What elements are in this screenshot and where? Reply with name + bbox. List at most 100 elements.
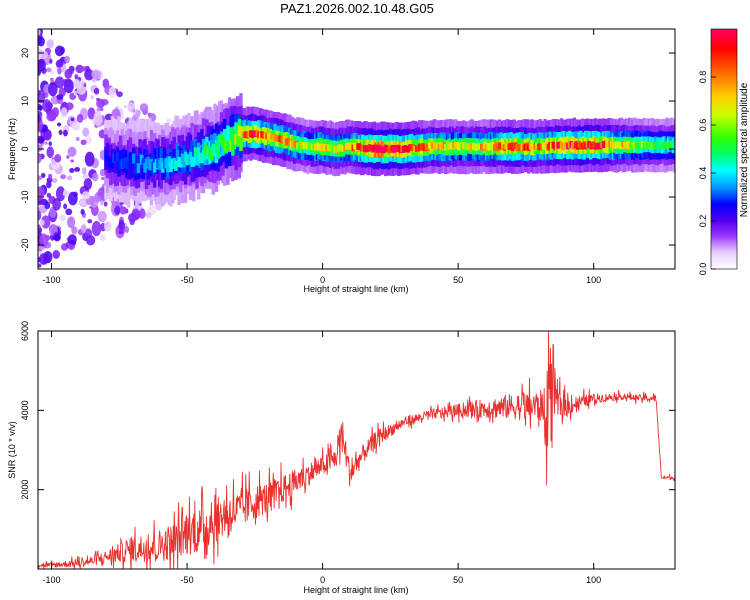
x-tick-label: -50 <box>181 575 194 585</box>
spectrogram-noise-blob <box>49 58 53 64</box>
x-tick-label: 100 <box>586 275 601 285</box>
spectrogram-band-cell <box>131 153 136 164</box>
spectrogram-noise-blob <box>91 172 99 182</box>
spectrogram-noise-blob <box>38 105 43 111</box>
spectrogram-noise-blob <box>99 108 104 112</box>
snr-x-axis: -100 -50 0 50 100 <box>43 331 601 585</box>
spectrogram-noise-blob <box>85 134 92 145</box>
spectrogram-noise-blob <box>50 69 54 75</box>
snr-y-axis: 2000 4000 6000 <box>20 321 675 500</box>
spectrogram-noise-blob <box>46 192 52 198</box>
spectrogram-band-cell <box>166 162 170 173</box>
spectrogram-band-cell <box>196 147 201 158</box>
x-tick-label: 50 <box>453 575 463 585</box>
spectrogram-noise-blob <box>80 139 87 146</box>
spectrogram-noise-blob <box>138 208 146 219</box>
colorbar-frame <box>710 28 738 270</box>
x-tick-label: 0 <box>320 275 325 285</box>
spectrogram-band-cell <box>201 149 206 160</box>
spectrogram-noise-blob <box>38 50 49 60</box>
spectrogram-noise-blob <box>75 64 84 74</box>
spectrogram-noise-blob <box>59 46 65 55</box>
spectrogram-noise-blob <box>108 86 117 99</box>
spectrogram-noise-blob <box>38 253 49 265</box>
spectrogram-noise-blob <box>87 107 96 120</box>
snr-plot-area <box>38 331 675 569</box>
spectrogram-noise-blob <box>93 87 100 95</box>
y-tick-label: 10 <box>20 96 30 106</box>
spectrogram-noise-blob <box>81 167 87 175</box>
spectrogram-noise-blob <box>118 229 124 235</box>
spectrogram-noise-blob <box>114 205 121 215</box>
spectrogram-noise-blob <box>63 78 68 84</box>
spectrogram-noise-blob <box>54 76 65 89</box>
spectrogram-noise-blob <box>84 151 95 167</box>
spectrogram-noise-blob <box>53 233 61 242</box>
spectrogram-noise-blob <box>38 58 46 72</box>
spectrogram-noise-blob <box>63 189 67 195</box>
spectrogram-noise-blob <box>80 200 86 206</box>
spectrogram-band-cell <box>209 150 214 161</box>
spectrogram-noise-blob <box>91 220 102 237</box>
spectrogram-noise-blob <box>71 226 78 235</box>
spectrogram-noise-blob <box>63 129 68 137</box>
snr-background <box>38 331 675 569</box>
spectrogram-band-cell <box>195 155 199 166</box>
colorbar-gradient <box>711 29 737 269</box>
spectrogram-noise-blob <box>52 249 61 259</box>
spectrogram-noise-blob <box>82 174 89 180</box>
spectrogram-noise-blob <box>139 103 149 113</box>
spectrogram-noise-blob <box>73 90 78 96</box>
spectrogram-noise-blob <box>63 203 68 210</box>
colorbar: 0.0 0.2 0.4 0.6 0.8 Normalized spectral ampl… <box>698 28 750 275</box>
spectrogram-noise-blob <box>96 107 101 112</box>
chart-title: PAZ1.2026.002.10.48.G05 <box>280 1 434 16</box>
spectrogram-noise-blob <box>38 47 41 52</box>
spectrogram-noise-blob <box>66 175 73 181</box>
snr-panel: -100 -50 0 50 100 2000 4000 6000 Height of str… <box>7 321 676 595</box>
spectrogram-noise-blob <box>38 89 46 104</box>
x-tick-label: 100 <box>586 575 601 585</box>
spectrogram-noise-blob <box>103 220 112 232</box>
spectrogram-noise-blob <box>166 118 172 124</box>
spectrogram-noise-blob <box>74 74 79 80</box>
spectrogram-noise-blob <box>52 198 61 211</box>
spectrogram-y-label: Frequency (Hz) <box>7 118 17 180</box>
x-tick-label: 50 <box>453 275 463 285</box>
spectrogram-noise-blob <box>54 153 62 163</box>
spectrogram-noise-blob <box>56 122 62 127</box>
spectrogram-noise-blob <box>38 224 41 230</box>
spectrogram-band-cell <box>174 160 178 171</box>
spectrogram-heatmap <box>38 29 675 268</box>
spectrogram-noise-blob <box>46 180 52 189</box>
spectrogram-noise-blob <box>73 79 81 89</box>
spectrogram-noise-blob <box>70 117 75 122</box>
spectrogram-noise-blob <box>38 137 45 144</box>
colorbar-tick-label: 0.2 <box>698 215 708 228</box>
spectrogram-noise-blob <box>47 173 53 179</box>
spectrogram-noise-blob <box>58 129 63 136</box>
snr-x-label: Height of straight line (km) <box>303 585 408 595</box>
spectrogram-noise-blob <box>70 159 75 163</box>
colorbar-axis: 0.0 0.2 0.4 0.6 0.8 <box>698 71 716 275</box>
spectrogram-noise-blob <box>55 59 64 68</box>
spectrogram-band-cell <box>236 135 240 146</box>
spectrogram-noise-blob <box>46 110 57 122</box>
spectrogram-noise-blob <box>103 201 108 207</box>
x-tick-label: -100 <box>43 575 61 585</box>
spectrogram-noise-blob <box>44 141 48 145</box>
colorbar-tick-label: 0.6 <box>698 119 708 132</box>
spectrogram-noise-blob <box>96 98 105 109</box>
spectrogram-noise-blob <box>74 167 81 172</box>
spectrogram-noise-blob <box>57 67 62 75</box>
spectrogram-noise-blob <box>39 219 45 226</box>
spectrogram-noise-blob <box>38 250 42 255</box>
spectrogram-noise-blob <box>59 214 66 222</box>
spectrogram-noise-blob <box>48 82 58 97</box>
spectrogram-noise-blob <box>81 66 87 72</box>
spectrogram-noise-blob <box>52 177 58 184</box>
spectrogram-band-cell <box>117 160 121 171</box>
spectrogram-noise-blob <box>129 218 135 226</box>
